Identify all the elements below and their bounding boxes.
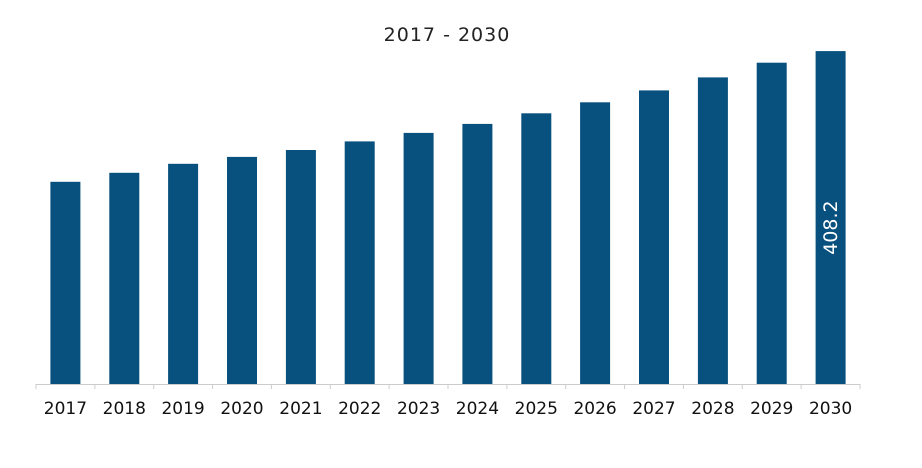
x-tick-label-2023: 2023 [397, 399, 440, 419]
bar-2019 [168, 163, 199, 384]
bar-2028 [697, 77, 728, 385]
bar-2029 [756, 62, 787, 384]
x-tick-marks [35, 384, 861, 389]
x-tick-label-2019: 2019 [161, 399, 204, 419]
bar-2020 [227, 156, 257, 384]
bar-2021 [285, 150, 316, 384]
bar-2027 [639, 90, 669, 385]
bar-2026 [580, 102, 611, 385]
x-tick-label-2025: 2025 [515, 399, 558, 419]
x-tick-label-2024: 2024 [456, 399, 499, 419]
x-tick-label-2022: 2022 [338, 399, 381, 419]
x-tick-labels: 2017 2018 2019 2020 2021 2022 2023 2024 2025 2026… [44, 399, 852, 419]
x-tick-label-2029: 2029 [750, 399, 793, 419]
x-tick-label-2018: 2018 [103, 399, 146, 419]
data-labels-group: 408.2 [820, 200, 842, 254]
x-tick-label-2020: 2020 [220, 399, 263, 419]
x-tick-label-2021: 2021 [279, 399, 322, 419]
x-tick-label-2030: 2030 [809, 399, 852, 419]
bar-2025 [521, 113, 552, 385]
bar-2023 [403, 132, 434, 384]
bar-2018 [109, 172, 140, 384]
x-tick-label-2027: 2027 [632, 399, 675, 419]
bar-2030 [815, 51, 846, 384]
bar-2024 [462, 123, 493, 385]
x-tick-label-2017: 2017 [44, 399, 87, 419]
bar-2022 [344, 141, 375, 384]
x-tick-label-2026: 2026 [573, 399, 616, 419]
bar-2017 [50, 181, 81, 384]
bars-group [50, 51, 846, 385]
data-label-2030: 408.2 [820, 200, 842, 254]
x-tick-label-2028: 2028 [691, 399, 734, 419]
chart-title: 2017 - 2030 [384, 24, 511, 46]
